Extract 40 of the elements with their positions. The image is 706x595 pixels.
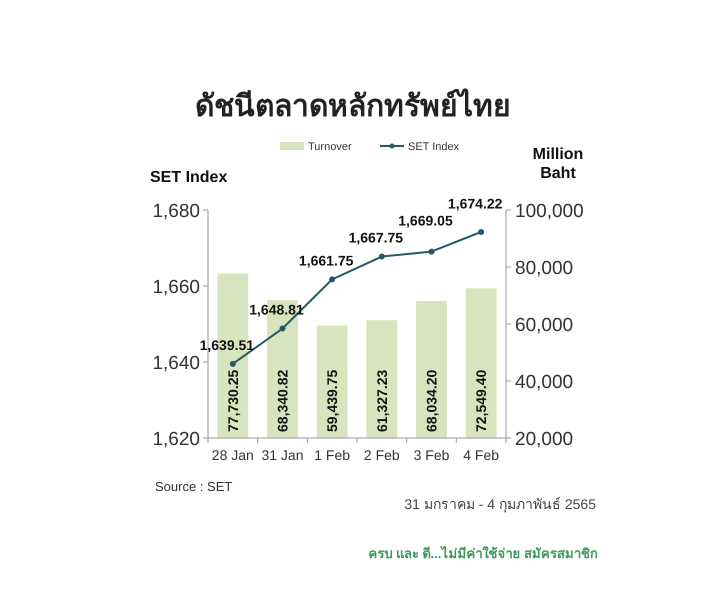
data-label: 68,034.20 <box>424 370 440 432</box>
y-tick-label: 1,660 <box>152 277 200 298</box>
y2-axis-title: Million Baht <box>532 146 584 182</box>
data-label: 61,327.23 <box>374 370 390 432</box>
y-tick-label: 1,640 <box>152 353 200 374</box>
source-note: Source : SET <box>155 479 232 494</box>
data-label: 59,439.75 <box>324 370 340 432</box>
x-tick-label: 1 Feb <box>314 447 350 463</box>
point <box>230 360 236 367</box>
data-label: 1,667.75 <box>348 230 404 246</box>
data-label: 68,340.82 <box>274 370 290 432</box>
x-tick-label: 4 Feb <box>463 447 500 463</box>
point <box>478 228 484 235</box>
y-tick-label: 1,680 <box>152 201 200 222</box>
x-tick-label: 3 Feb <box>414 447 450 463</box>
legend-label: Turnover <box>308 141 352 153</box>
y2-tick-label: 100,000 <box>515 201 584 222</box>
data-label: 1,661.75 <box>298 252 354 268</box>
point <box>378 254 385 260</box>
y-tick-label: 1,620 <box>152 429 200 450</box>
point <box>428 248 434 255</box>
point <box>280 326 286 332</box>
data-label: 1,669.05 <box>398 212 453 229</box>
x-tick-label: 28 Jan <box>212 447 254 463</box>
data-label: 1,639.51 <box>200 336 254 353</box>
chart-title: ดัชนีตลาดหลักทรัพย์ไทย <box>195 88 511 123</box>
legend-label: SET Index <box>408 141 460 153</box>
text: 31 มกราคม - 4 กุมภาพันธ์ 2565 <box>404 496 596 513</box>
data-label: 72,549.40 <box>473 370 490 432</box>
point <box>329 276 336 282</box>
y-axis-title: SET Index <box>150 169 228 186</box>
text: ครบ และ ดี...ไม่มีค่าใช้จ่าย สมัครสมาชิก <box>368 545 598 561</box>
x-tick-label: 2 Feb <box>364 447 400 463</box>
y2-tick-label: 60,000 <box>515 315 574 336</box>
data-label: 77,730.25 <box>224 370 241 432</box>
data-label: 1,674.22 <box>448 196 503 212</box>
y2-tick-label: 80,000 <box>515 258 574 279</box>
y2-tick-label: 40,000 <box>515 372 574 393</box>
x-tick-label: 31 Jan <box>261 447 304 463</box>
y2-tick-label: 20,000 <box>515 429 574 450</box>
